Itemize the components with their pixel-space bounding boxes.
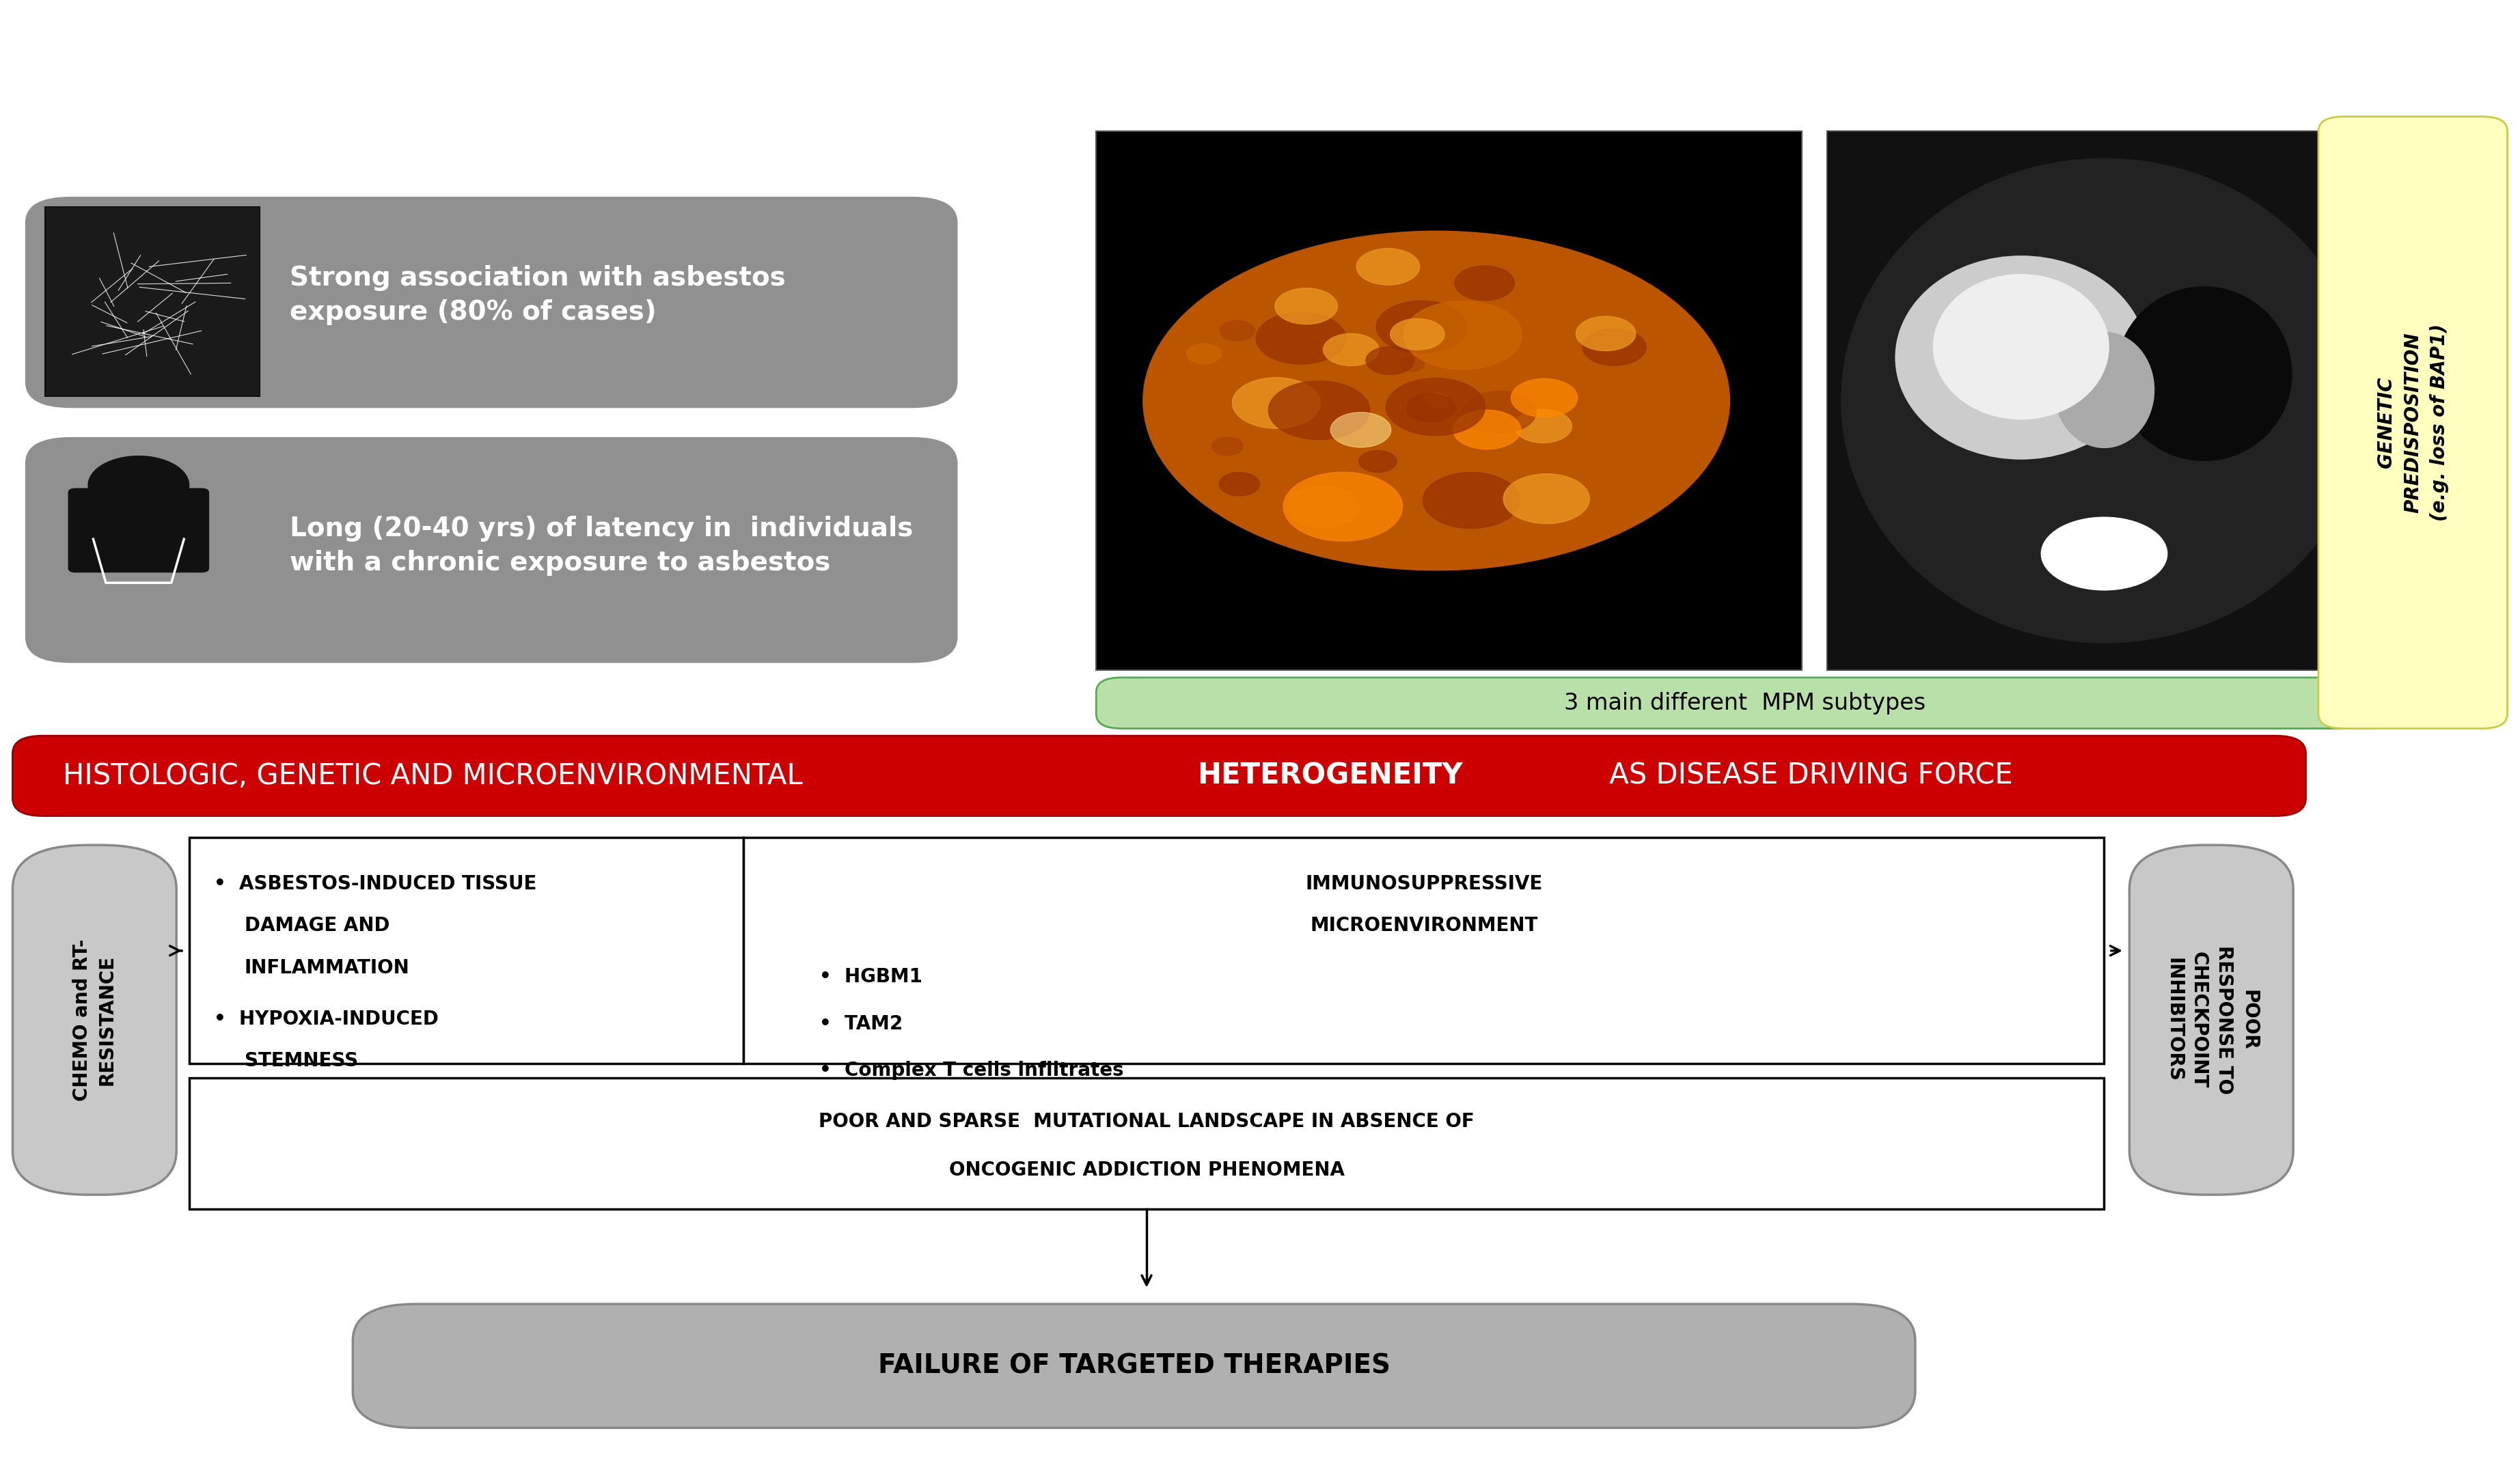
Circle shape (1583, 329, 1646, 366)
Circle shape (1376, 300, 1467, 353)
Ellipse shape (1895, 255, 2147, 459)
Bar (1827, 131, 2381, 670)
Circle shape (1504, 474, 1590, 523)
Circle shape (1134, 226, 1739, 576)
Text: HETEROGENEITY: HETEROGENEITY (1197, 762, 1462, 790)
Text: IMMUNOSUPPRESSIVE: IMMUNOSUPPRESSIVE (1305, 874, 1542, 893)
Circle shape (1358, 450, 1396, 472)
Text: Long (20-40 yrs) of latency in  individuals
with a chronic exposure to asbestos: Long (20-40 yrs) of latency in individua… (290, 516, 912, 576)
Text: POOR AND SPARSE  MUTATIONAL LANDSCAPE IN ABSENCE OF: POOR AND SPARSE MUTATIONAL LANDSCAPE IN … (819, 1112, 1474, 1132)
Circle shape (1424, 393, 1449, 408)
FancyBboxPatch shape (1096, 678, 2394, 728)
FancyBboxPatch shape (13, 845, 176, 1195)
Circle shape (1268, 380, 1371, 440)
Circle shape (1404, 302, 1522, 370)
Circle shape (1386, 379, 1484, 436)
FancyBboxPatch shape (68, 488, 209, 573)
Bar (189, 1078, 2104, 1209)
Circle shape (1275, 288, 1338, 325)
Circle shape (1323, 334, 1378, 366)
FancyBboxPatch shape (353, 1304, 1915, 1428)
Circle shape (1454, 409, 1520, 449)
Text: DAMAGE AND: DAMAGE AND (244, 916, 391, 935)
Circle shape (1220, 321, 1255, 341)
FancyBboxPatch shape (13, 736, 2306, 816)
Circle shape (1144, 232, 1729, 570)
Circle shape (1331, 412, 1391, 447)
Ellipse shape (2054, 332, 2155, 449)
Circle shape (1232, 377, 1320, 428)
Text: •  HYPOXIA-INDUCED: • HYPOXIA-INDUCED (214, 1010, 438, 1029)
Circle shape (1283, 472, 1404, 541)
Bar (1096, 131, 1802, 670)
Text: 3 main different  MPM subtypes: 3 main different MPM subtypes (1565, 692, 1925, 714)
Circle shape (1220, 472, 1260, 495)
FancyBboxPatch shape (25, 197, 958, 408)
Text: STEMNESS: STEMNESS (244, 1052, 358, 1071)
Bar (45, 207, 260, 396)
Circle shape (1391, 319, 1444, 350)
Text: HISTOLOGIC, GENETIC AND MICROENVIRONMENTAL: HISTOLOGIC, GENETIC AND MICROENVIRONMENT… (63, 762, 811, 790)
Circle shape (1464, 390, 1537, 433)
Text: FAILURE OF TARGETED THERAPIES: FAILURE OF TARGETED THERAPIES (877, 1354, 1391, 1378)
Circle shape (1406, 393, 1457, 423)
Text: CHEMO and RT-
RESISTANCE: CHEMO and RT- RESISTANCE (73, 938, 116, 1101)
Bar (743, 838, 2104, 1064)
Circle shape (1356, 249, 1419, 286)
Circle shape (1424, 472, 1520, 529)
Circle shape (1575, 316, 1635, 351)
Text: •  Complex T cells infiltrates: • Complex T cells infiltrates (819, 1061, 1124, 1080)
Bar (189, 838, 743, 1064)
Ellipse shape (2117, 286, 2293, 460)
FancyBboxPatch shape (2318, 117, 2507, 728)
Circle shape (1399, 357, 1424, 372)
Circle shape (1454, 265, 1515, 300)
Circle shape (2041, 517, 2167, 590)
Text: AS DISEASE DRIVING FORCE: AS DISEASE DRIVING FORCE (1600, 762, 2013, 790)
Circle shape (88, 456, 189, 514)
Text: MICROENVIRONMENT: MICROENVIRONMENT (1310, 916, 1537, 935)
Text: GENETIC
PREDISPOSITION
(e.g. loss of BAP1): GENETIC PREDISPOSITION (e.g. loss of BAP… (2376, 323, 2449, 522)
Text: INFLAMMATION: INFLAMMATION (244, 959, 411, 978)
Circle shape (1512, 379, 1578, 417)
Circle shape (1255, 312, 1346, 364)
FancyBboxPatch shape (25, 437, 958, 663)
Text: •  ASBESTOS-INDUCED TISSUE: • ASBESTOS-INDUCED TISSUE (214, 874, 537, 893)
Text: ONCOGENIC ADDICTION PHENOMENA: ONCOGENIC ADDICTION PHENOMENA (950, 1160, 1343, 1180)
Text: Strong association with asbestos
exposure (80% of cases): Strong association with asbestos exposur… (290, 265, 786, 325)
Ellipse shape (1840, 157, 2366, 643)
Text: POOR
RESPONSE TO
CHECKPOINT
INHIBITORS: POOR RESPONSE TO CHECKPOINT INHIBITORS (2165, 946, 2258, 1094)
Circle shape (1212, 437, 1242, 455)
FancyBboxPatch shape (2129, 845, 2293, 1195)
Text: •  HGBM1: • HGBM1 (819, 967, 922, 986)
Ellipse shape (1933, 274, 2109, 420)
Text: •  TAM2: • TAM2 (819, 1014, 902, 1033)
Circle shape (1285, 485, 1361, 527)
Circle shape (1515, 409, 1572, 443)
Circle shape (1366, 347, 1414, 374)
Circle shape (1187, 344, 1222, 364)
